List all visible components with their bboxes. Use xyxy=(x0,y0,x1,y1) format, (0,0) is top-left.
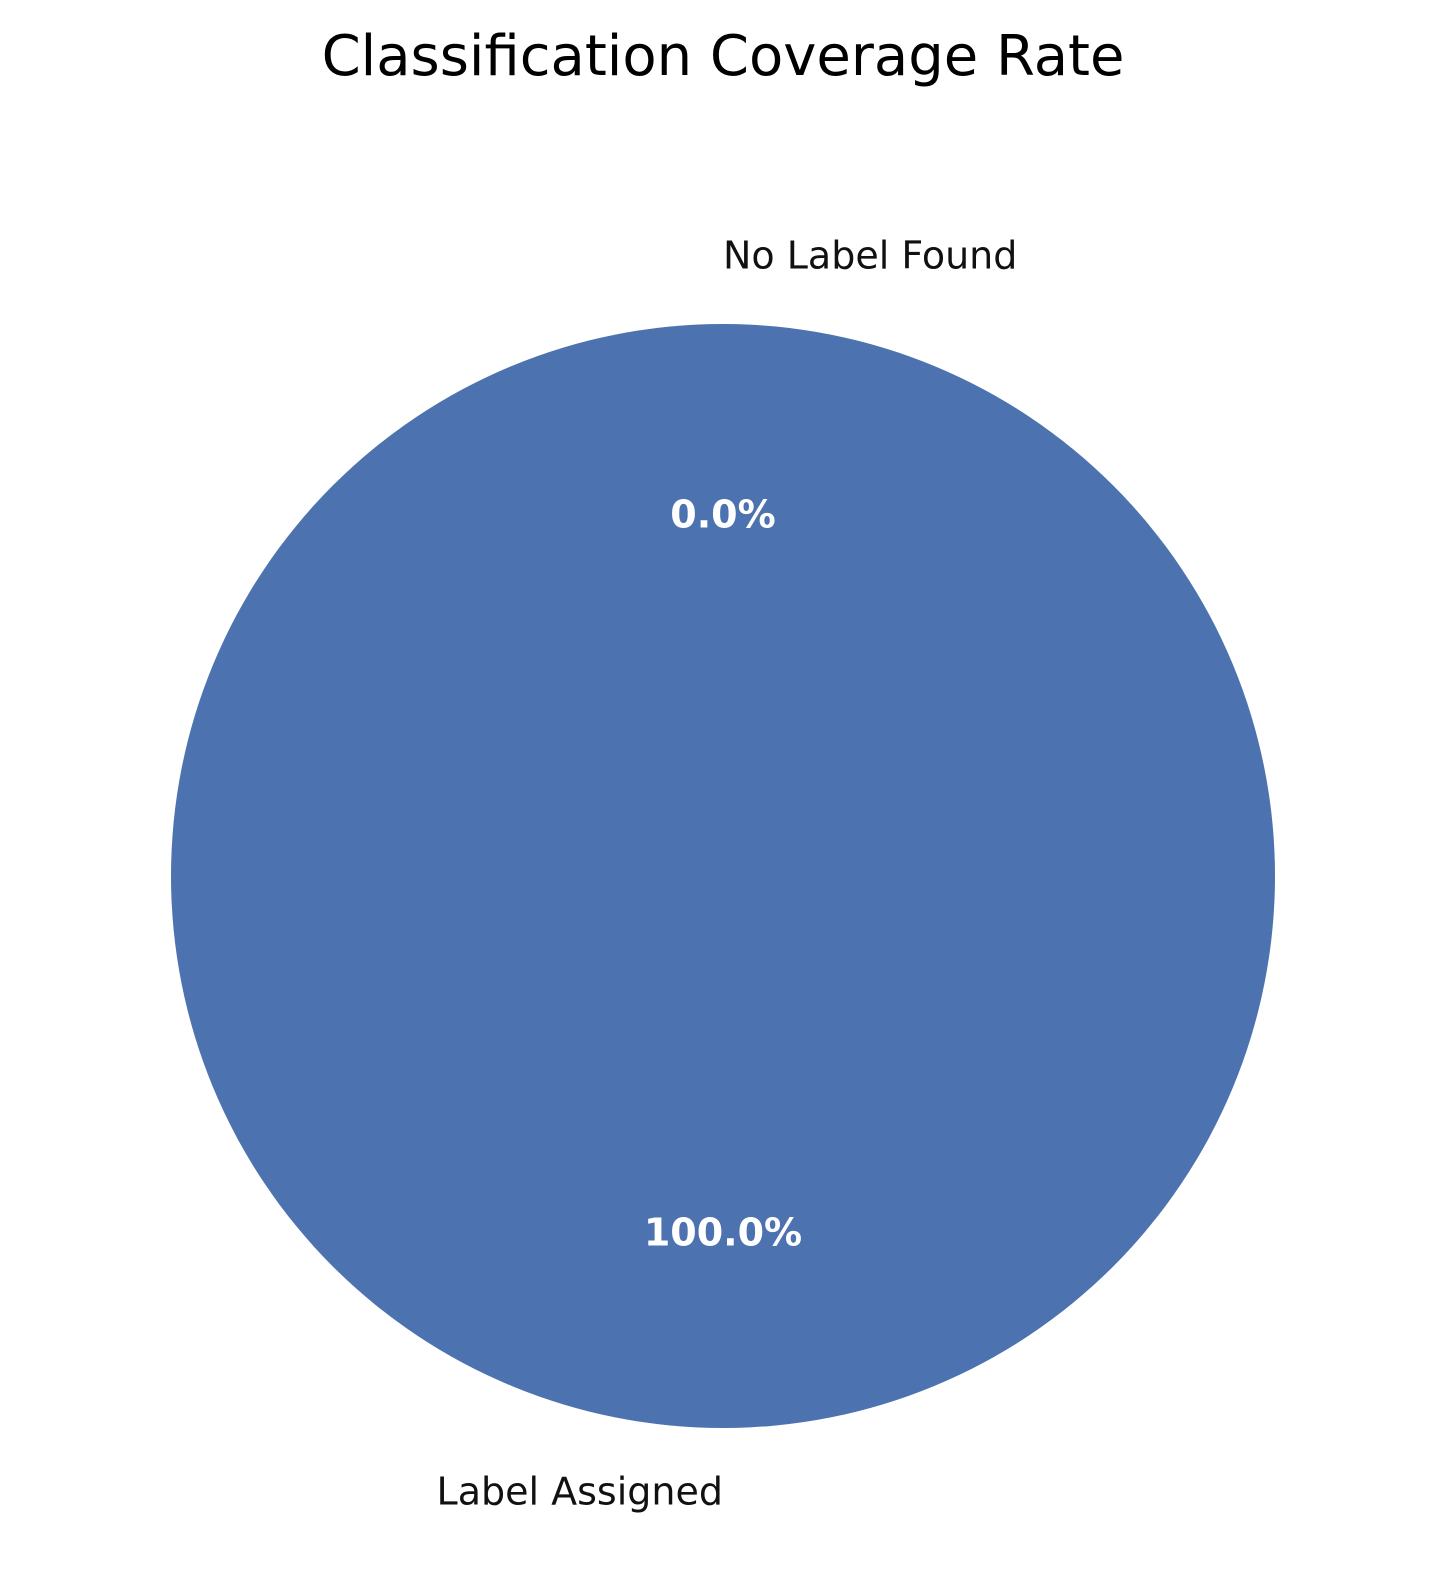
pie-slices xyxy=(171,324,1275,1428)
pie-labels: No Label Found 0.0% Label Assigned 100.0% xyxy=(437,233,1018,1513)
percent-label-no-label-found: 0.0% xyxy=(670,493,775,537)
chart-title: Classification Coverage Rate xyxy=(322,24,1125,89)
percent-label-label-assigned: 100.0% xyxy=(644,1210,802,1254)
pie-slice-label-assigned xyxy=(171,324,1275,1428)
slice-label-label-assigned: Label Assigned xyxy=(437,1470,723,1514)
slice-label-no-label-found: No Label Found xyxy=(723,233,1017,277)
